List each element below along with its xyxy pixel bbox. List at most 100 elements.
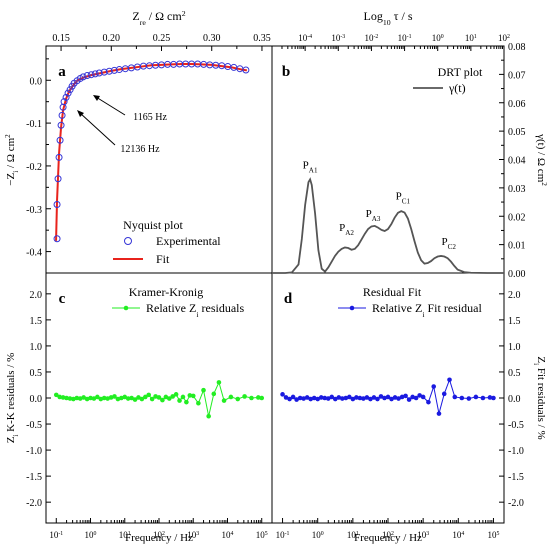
experimental-point [110,66,118,74]
top-tick-label: 0.35 [253,33,271,44]
residual-point [325,396,331,401]
residual-point [206,413,211,419]
residual-point [406,397,412,402]
y-tick-label: -1.5 [508,472,524,483]
top-tick-label: 0.25 [153,33,171,44]
experimental-point [100,68,108,76]
x-tick-label: 101 [119,530,131,540]
residual-point [256,395,261,400]
residual-point [101,395,107,401]
y-tick-label: 1.0 [30,342,43,353]
residual-point [343,395,349,401]
x-tick-label: 10-1 [49,530,63,540]
x-axis-label: Frequency / Hz [125,532,193,544]
y-tick-label: 0.01 [508,241,526,252]
experimental-point [53,235,61,243]
drt-line [272,177,504,274]
residual-point [361,396,366,401]
residual-point [201,387,206,393]
residual-point [283,395,289,400]
peak-label: PA1 [303,160,318,175]
residual-point [389,396,394,402]
x-tick-label: 100 [312,530,324,540]
residual-point [187,393,193,398]
annotation-arrowhead [77,110,84,117]
experimental-point [55,153,63,161]
panel-letter-d: d [284,291,293,307]
residual-point [166,396,172,401]
x-tick-label: 10-1 [276,530,290,540]
residual-point [375,396,380,402]
y-tick-label: 0.0 [30,76,43,87]
residual-point [297,395,303,401]
residual-point [354,395,359,400]
y-tick-label: -1.0 [26,446,42,457]
residual-point [125,396,131,401]
legend-label-fit: Fit [156,252,170,266]
residual-point [221,398,227,403]
x-tick-label: 105 [256,530,268,540]
residual-point [149,396,155,402]
top-tick-label: 102 [498,33,510,43]
legend-title-d: Residual Fit [363,285,422,299]
experimental-point [79,73,87,81]
residual-point [487,395,493,400]
y-axis-label-c: Zi K-K residuals / % [5,353,20,444]
y-tick-label: 0.00 [508,269,526,280]
residual-point [364,395,370,400]
top-tick-label: 0.30 [203,33,221,44]
y-tick-label: -1.0 [508,446,524,457]
top-axis-label-a: Zre / Ω cm2 [132,9,185,27]
x-tick-label: 102 [382,530,394,540]
y-tick-label: 0.05 [508,127,526,138]
residual-point [95,394,100,400]
peak-label: PC2 [441,236,456,251]
peak-label: PA3 [366,208,381,223]
legend-marker-dot [123,305,129,311]
residual-point [287,396,292,402]
top-tick-label: 10-4 [298,33,312,43]
y-tick-label: 0.5 [30,368,43,379]
y-tick-label: -0.5 [26,420,42,431]
residual-point [64,395,69,401]
x-tick-label: 105 [487,530,499,540]
residual-point [170,394,175,399]
x-axis-label: Frequency / Hz [354,532,422,544]
experimental-point [95,69,103,77]
residual-point [139,396,145,402]
residual-point [196,400,201,406]
annotation-arrow [95,96,126,116]
experimental-point [62,93,70,101]
residual-point [53,392,59,398]
residual-point [180,394,186,400]
residual-point [382,395,387,401]
residual-point [403,393,408,399]
legend-marker-experimental [124,237,132,245]
figure-frame [45,45,505,524]
y-tick-label: 0.06 [508,99,526,110]
residual-point [132,397,138,402]
y-tick-label: -2.0 [26,498,42,509]
experimental-point [242,66,250,74]
residual-point [177,398,182,403]
y-tick-label: -0.4 [26,248,42,259]
legend-label-drt: γ(t) [448,81,466,95]
experimental-point [60,98,68,106]
experimental-point [83,72,91,80]
y-tick-label: 1.5 [30,316,43,327]
legend-marker-dot [349,305,355,311]
top-tick-label: 101 [465,33,477,43]
residual-point [357,395,363,401]
top-tick-label: 100 [432,33,444,43]
y-tick-label: -2.0 [508,498,524,509]
residual-point [294,397,299,402]
top-tick-label: 0.20 [103,33,121,44]
legend-title-b: DRT plot [438,65,483,79]
panel-letter-c: c [59,291,66,307]
y-tick-label: -0.3 [26,205,42,216]
residual-point [129,395,134,401]
x-tick-label: 104 [452,530,464,540]
y-tick-label: 0.0 [30,394,43,405]
residual-point [190,393,196,399]
residual-point [417,393,422,398]
